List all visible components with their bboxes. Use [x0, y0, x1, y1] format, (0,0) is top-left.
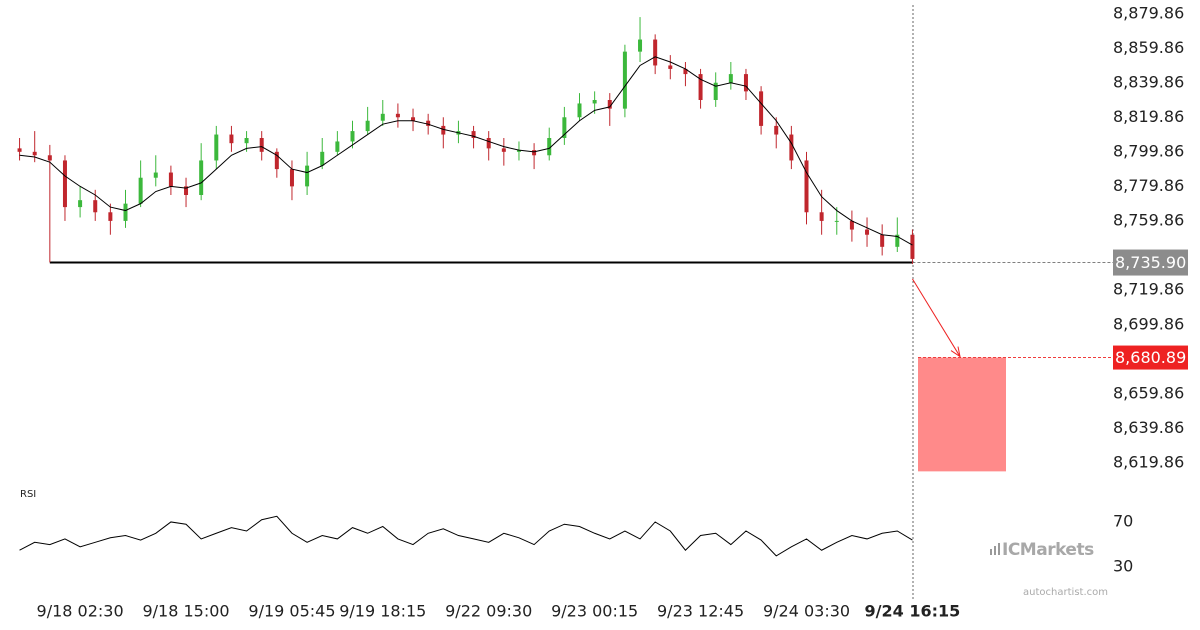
- brand-icon: [990, 543, 1000, 555]
- support-label-box: [1113, 249, 1188, 276]
- x-tick-label: 9/23 00:15: [551, 602, 638, 621]
- candle-body: [214, 134, 219, 161]
- candle-body: [153, 172, 158, 178]
- candle-body: [713, 82, 718, 100]
- candle-body: [759, 91, 764, 126]
- candle-body: [532, 150, 537, 156]
- y-tick-label: 8,779.86: [1113, 176, 1184, 195]
- forecast-arrowhead: [950, 346, 961, 358]
- candle-body: [562, 117, 567, 138]
- candle-body: [577, 103, 582, 118]
- y-tick-label: 30: [1113, 557, 1133, 576]
- candle-body: [47, 155, 52, 161]
- candle-body: [380, 113, 385, 121]
- y-tick-label: 8,859.86: [1113, 38, 1184, 57]
- candle-body: [274, 151, 279, 170]
- candle-body: [305, 165, 310, 187]
- x-tick-label: 9/18 15:00: [142, 602, 229, 621]
- candle-body: [138, 177, 143, 204]
- candle-body: [93, 200, 98, 213]
- candle-body: [78, 200, 83, 208]
- forecast-arrow: [912, 278, 961, 357]
- candle-body: [895, 234, 900, 247]
- candle-body: [865, 229, 870, 235]
- candle-body: [743, 74, 748, 92]
- candle-body: [607, 100, 612, 109]
- y-tick-label: 8,719.86: [1113, 280, 1184, 299]
- y-tick-label: 8,659.86: [1113, 383, 1184, 402]
- target-label: 8,680.89: [1115, 348, 1186, 367]
- x-tick-label: 9/22 09:30: [445, 602, 532, 621]
- candle-body: [350, 131, 355, 142]
- candle-body: [683, 68, 688, 75]
- x-tick-label: 9/19 18:15: [339, 602, 426, 621]
- candle-body: [653, 39, 658, 66]
- y-tick-label: 8,819.86: [1113, 107, 1184, 126]
- y-tick-label: 70: [1113, 511, 1133, 530]
- candle-body: [411, 117, 416, 121]
- rsi-line: [19, 515, 913, 557]
- candle-body: [834, 220, 839, 222]
- candle-body: [592, 100, 597, 104]
- candle-body: [516, 150, 521, 152]
- x-tick-label: 9/24 16:15: [865, 602, 961, 621]
- candle-body: [62, 160, 67, 208]
- candle-body: [471, 131, 476, 138]
- candle-body: [910, 234, 915, 259]
- x-tick-label: 9/24 03:30: [763, 602, 850, 621]
- candle-body: [819, 212, 824, 221]
- moving-average: [19, 56, 913, 246]
- candle-body: [501, 148, 506, 152]
- y-tick-label: 8,699.86: [1113, 314, 1184, 333]
- candle-body: [728, 74, 733, 83]
- candle-body: [486, 138, 491, 149]
- source-watermark: autochartist.com: [1023, 587, 1108, 598]
- candle-body: [698, 74, 703, 100]
- candle-body: [441, 125, 446, 135]
- candle-body: [108, 212, 113, 221]
- x-tick-label: 9/23 12:45: [657, 602, 744, 621]
- candle-body: [229, 134, 234, 144]
- candle-body: [335, 141, 340, 152]
- candle-body: [426, 120, 431, 126]
- candle-body: [774, 125, 779, 135]
- panel-title: RSI: [20, 489, 36, 500]
- candle-body: [168, 172, 173, 187]
- candle-body: [365, 120, 370, 132]
- candle-body: [199, 160, 204, 195]
- candle-body: [184, 186, 189, 195]
- target-label-box: [1113, 345, 1188, 370]
- x-tick-label: 9/19 05:45: [248, 602, 335, 621]
- candle-body: [32, 151, 37, 156]
- candle-body: [123, 203, 128, 221]
- target-zone: [918, 357, 1006, 472]
- candle-body: [395, 113, 400, 118]
- support-label: 8,735.90: [1115, 253, 1186, 272]
- candle-body: [849, 220, 854, 230]
- candle-body: [244, 138, 249, 144]
- candle-body: [17, 148, 22, 152]
- x-tick-label: 9/18 02:30: [37, 602, 124, 621]
- brand-watermark: ICMarkets: [1002, 540, 1094, 560]
- candle-body: [289, 169, 294, 187]
- candle-body: [547, 138, 552, 156]
- y-tick-label: 8,839.86: [1113, 72, 1184, 91]
- candle-body: [668, 65, 673, 69]
- candle-body: [880, 234, 885, 247]
- candle-body: [622, 51, 627, 109]
- candle-body: [789, 134, 794, 161]
- y-tick-label: 8,799.86: [1113, 142, 1184, 161]
- candle-body: [638, 39, 643, 52]
- y-tick-label: 8,619.86: [1113, 452, 1184, 471]
- y-tick-label: 8,879.86: [1113, 3, 1184, 22]
- y-tick-label: 8,639.86: [1113, 418, 1184, 437]
- candle-body: [320, 151, 325, 166]
- y-tick-label: 8,759.86: [1113, 211, 1184, 230]
- candle-body: [259, 138, 264, 152]
- candle-body: [804, 160, 809, 213]
